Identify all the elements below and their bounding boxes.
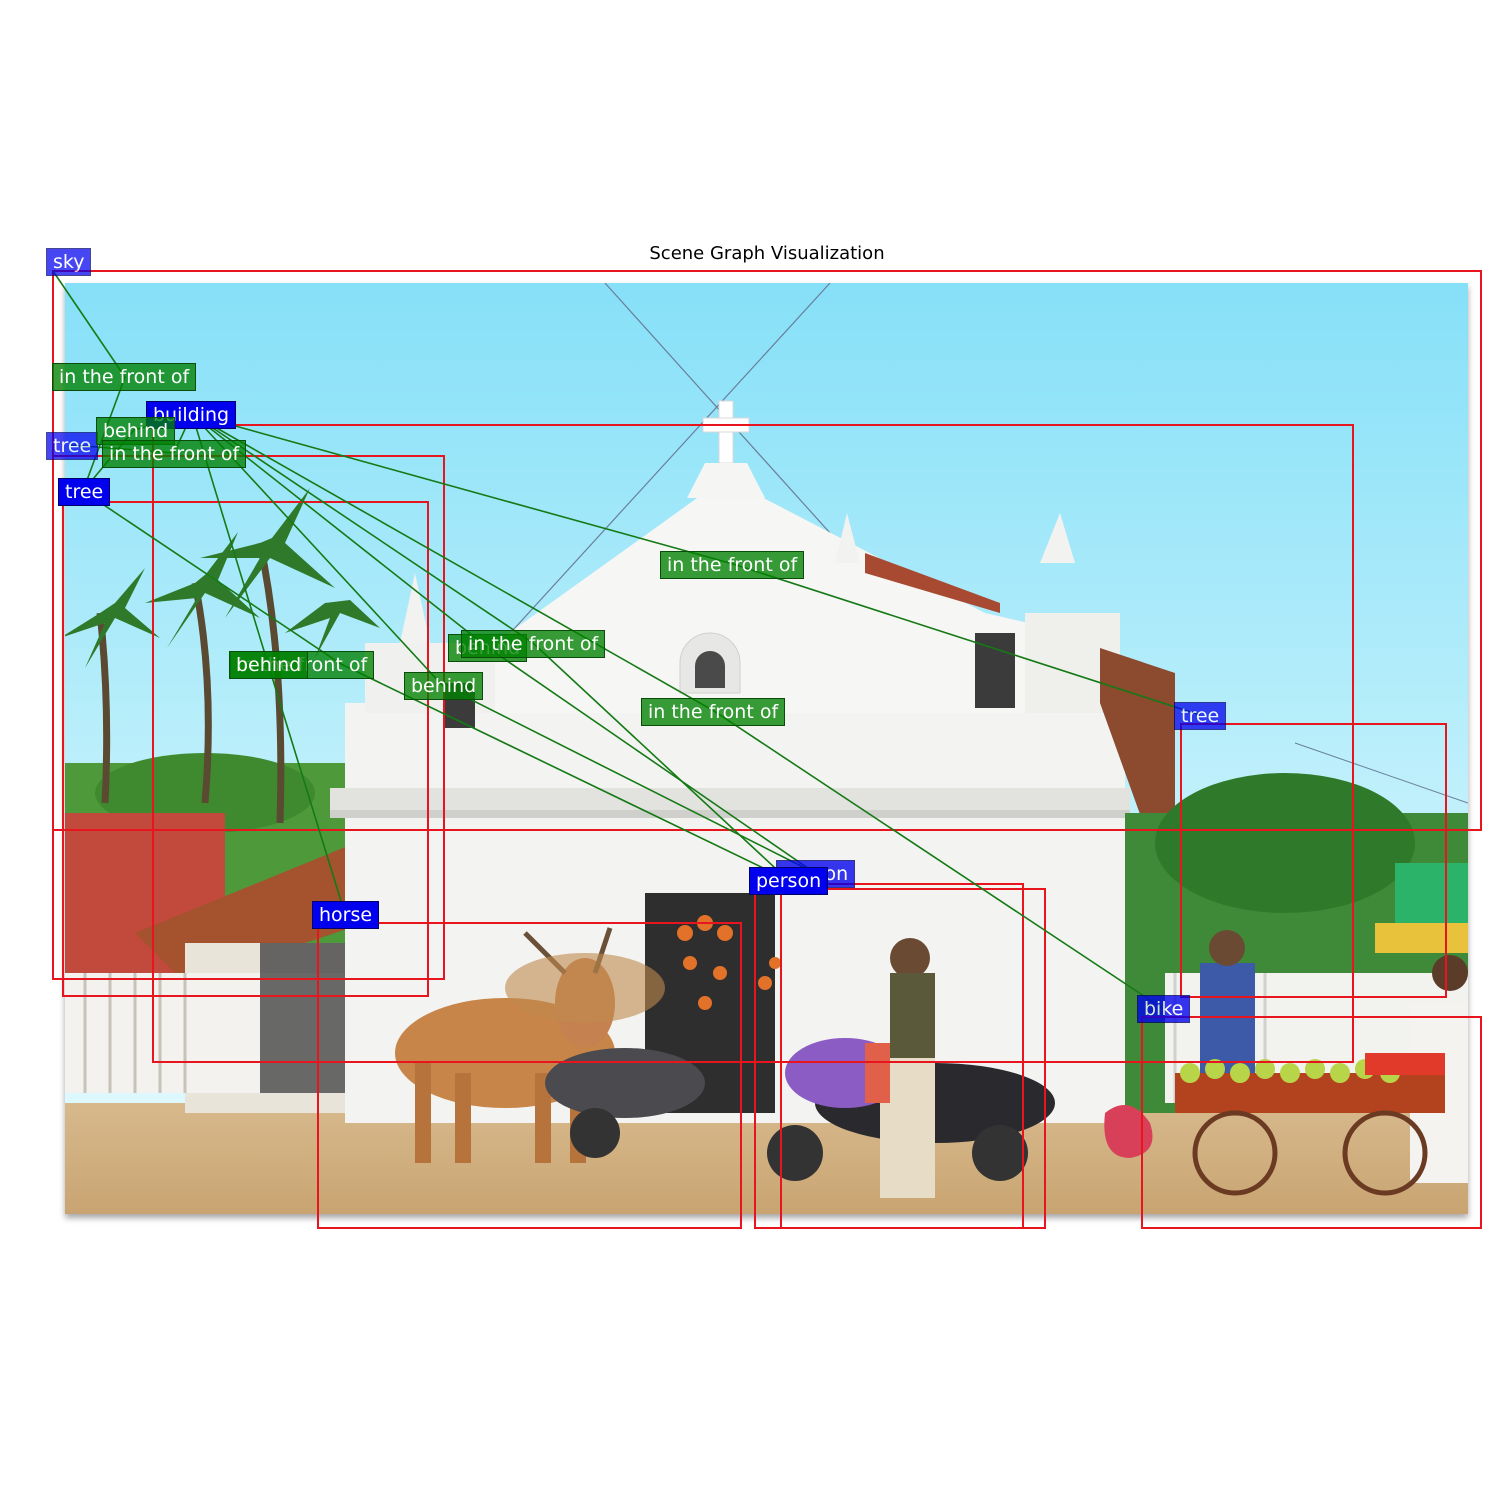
relation-label-r2: behind	[229, 651, 309, 679]
label-sky: sky	[46, 248, 92, 276]
scene-photo	[65, 283, 1468, 1214]
relation-label-r1: in the front of	[52, 363, 197, 391]
bbox-person1	[754, 888, 1046, 1229]
relation-label-r10: in the front of	[102, 440, 247, 468]
label-person1: person	[749, 867, 829, 895]
bbox-tree1	[52, 455, 445, 980]
bbox-tree3	[1180, 723, 1447, 998]
bbox-tree2	[62, 501, 429, 997]
label-horse: horse	[312, 901, 380, 929]
label-tree1: tree	[46, 432, 99, 460]
relation-label-r8: in the front of	[641, 698, 786, 726]
relation-label-r3: in the front of	[660, 551, 805, 579]
label-building: building	[146, 401, 237, 429]
label-tree3: tree	[1174, 702, 1227, 730]
bounding-boxes	[52, 270, 1482, 1229]
label-tree2: tree	[58, 478, 111, 506]
relation-label-r7: behind	[404, 672, 484, 700]
bbox-building	[152, 424, 1354, 1063]
bbox-person2	[780, 883, 1024, 1229]
bbox-bike	[1141, 1016, 1482, 1229]
chart-title: Scene Graph Visualization	[649, 243, 885, 264]
bbox-horse	[317, 922, 742, 1229]
relation-edges	[52, 270, 1201, 1009]
relation-label-r6: in the front of	[461, 630, 606, 658]
label-bike: bike	[1137, 995, 1191, 1023]
